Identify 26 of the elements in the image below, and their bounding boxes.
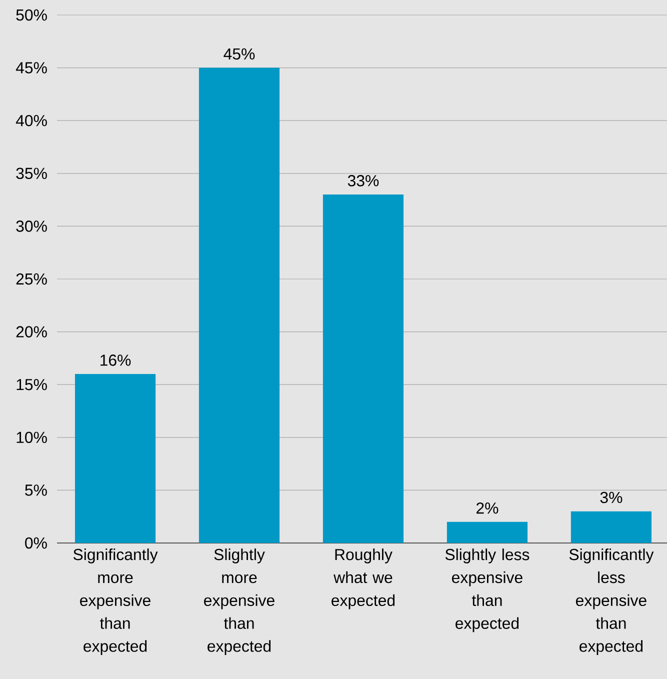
y-tick-label: 35% xyxy=(16,168,47,180)
y-tick-label: 30% xyxy=(16,220,47,232)
data-label: 33% xyxy=(348,175,379,186)
data-label: 2% xyxy=(476,502,498,514)
x-tick-label: Slightly more expensive than expected xyxy=(204,548,274,656)
y-tick-label: 15% xyxy=(16,378,47,390)
data-label: 45% xyxy=(224,48,255,60)
y-tick-label: 45% xyxy=(16,62,47,74)
x-tick-label: Significantly less expensive than expected xyxy=(569,548,654,656)
data-label: 3% xyxy=(600,492,622,504)
x-tick-label: Significantly more expensive than expected xyxy=(73,548,158,656)
y-tick-label: 10% xyxy=(16,432,47,444)
y-tick-label: 40% xyxy=(16,114,47,126)
y-tick-label: 0% xyxy=(25,537,47,549)
bar xyxy=(322,194,404,543)
bar xyxy=(198,68,280,543)
bar xyxy=(74,374,156,543)
y-tick-label: 50% xyxy=(16,9,47,21)
bar xyxy=(570,511,652,543)
bar xyxy=(446,522,528,543)
y-tick-label: 25% xyxy=(16,273,47,285)
x-tick-label: Slightly less expensive than expected xyxy=(445,548,530,632)
x-tick-label: Roughly what we expected xyxy=(332,548,395,610)
y-tick-label: 5% xyxy=(25,484,47,496)
y-tick-label: 20% xyxy=(16,326,47,338)
data-label: 16% xyxy=(100,354,131,366)
